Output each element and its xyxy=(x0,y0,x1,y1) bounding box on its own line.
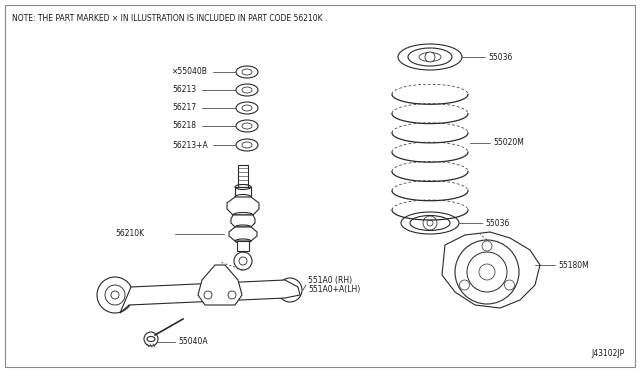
Text: J43102JP: J43102JP xyxy=(592,349,625,358)
Text: 55040A: 55040A xyxy=(178,337,207,346)
Circle shape xyxy=(479,264,495,280)
Circle shape xyxy=(278,278,302,302)
Polygon shape xyxy=(227,197,259,215)
Circle shape xyxy=(228,291,236,299)
Ellipse shape xyxy=(410,215,450,231)
Ellipse shape xyxy=(408,48,452,66)
Ellipse shape xyxy=(398,44,462,70)
Polygon shape xyxy=(235,187,251,197)
Text: ×55040B: ×55040B xyxy=(172,67,208,77)
Polygon shape xyxy=(120,280,300,313)
Polygon shape xyxy=(198,265,242,305)
Text: 56210K: 56210K xyxy=(115,230,144,238)
Circle shape xyxy=(425,52,435,62)
Circle shape xyxy=(97,277,133,313)
Text: 56213+A: 56213+A xyxy=(172,141,208,150)
Text: 56213: 56213 xyxy=(172,86,196,94)
Text: 56218: 56218 xyxy=(172,122,196,131)
Circle shape xyxy=(460,280,470,290)
Text: 551A0+A(LH): 551A0+A(LH) xyxy=(308,285,360,294)
Polygon shape xyxy=(231,215,255,227)
Circle shape xyxy=(467,252,507,292)
Text: 55036: 55036 xyxy=(485,218,509,228)
Text: 55180M: 55180M xyxy=(558,260,589,269)
Ellipse shape xyxy=(147,337,155,341)
Text: NOTE: THE PART MARKED × IN ILLUSTRATION IS INCLUDED IN PART CODE 56210K .: NOTE: THE PART MARKED × IN ILLUSTRATION … xyxy=(12,14,328,23)
Circle shape xyxy=(284,284,296,296)
Text: 55020M: 55020M xyxy=(493,138,524,147)
Circle shape xyxy=(427,220,433,226)
Ellipse shape xyxy=(419,52,441,61)
Circle shape xyxy=(105,285,125,305)
Text: 56217: 56217 xyxy=(172,103,196,112)
Polygon shape xyxy=(229,227,257,241)
Ellipse shape xyxy=(401,212,459,234)
Text: 55036: 55036 xyxy=(488,52,513,61)
Circle shape xyxy=(423,216,437,230)
Polygon shape xyxy=(237,241,249,251)
Circle shape xyxy=(204,291,212,299)
Circle shape xyxy=(482,241,492,251)
Circle shape xyxy=(144,332,158,346)
Polygon shape xyxy=(442,232,540,308)
Circle shape xyxy=(455,240,519,304)
Circle shape xyxy=(504,280,515,290)
Polygon shape xyxy=(238,165,248,187)
Circle shape xyxy=(111,291,119,299)
Text: 551A0 (RH): 551A0 (RH) xyxy=(308,276,352,285)
